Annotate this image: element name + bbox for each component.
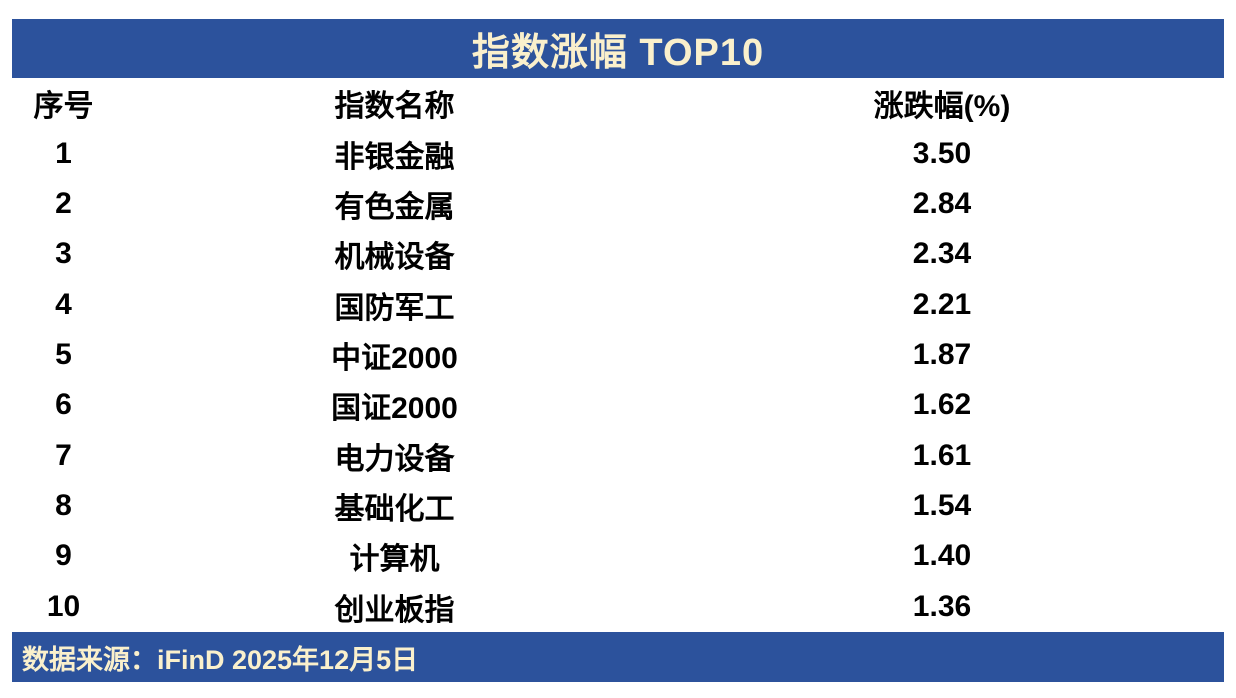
- title-bar: 指数涨幅 TOP10: [12, 19, 1224, 78]
- index-name-cell: 基础化工: [334, 493, 455, 527]
- rank-cell: 2: [55, 186, 72, 220]
- index-name-cell: 计算机: [349, 543, 440, 577]
- table-header-row: 序号 指数名称 涨跌幅(%): [0, 78, 1222, 128]
- column-header-rank: 序号: [33, 90, 94, 124]
- column-header-index-name: 指数名称: [334, 90, 455, 124]
- rank-cell: 1: [55, 136, 72, 170]
- table-row: 4 国防军工 2.21: [0, 279, 1222, 329]
- index-name-cell: 国防军工: [334, 291, 455, 325]
- change-cell: 1.54: [912, 489, 972, 523]
- table-row: 8 基础化工 1.54: [0, 481, 1222, 531]
- index-name-cell: 中证2000: [331, 341, 458, 375]
- change-cell: 1.61: [912, 438, 972, 472]
- rank-cell: 8: [55, 489, 72, 523]
- table-row: 9 计算机 1.40: [0, 531, 1222, 581]
- table-row: 3 机械设备 2.34: [0, 229, 1222, 279]
- page-title: 指数涨幅 TOP10: [471, 32, 765, 74]
- index-name-cell: 非银金融: [334, 140, 455, 174]
- change-cell: 1.40: [912, 539, 972, 573]
- rank-cell: 7: [55, 438, 72, 472]
- table-row: 2 有色金属 2.84: [0, 179, 1222, 229]
- index-name-cell: 机械设备: [334, 241, 455, 275]
- footer-bar: 数据来源：iFinD 2025年12月5日: [12, 632, 1224, 682]
- change-cell: 2.34: [912, 237, 972, 271]
- column-header-change-pct: 涨跌幅(%): [873, 90, 1011, 124]
- change-cell: 1.62: [912, 388, 972, 422]
- data-source-note: 数据来源：iFinD 2025年12月5日: [22, 644, 419, 675]
- table-row: 6 国证2000 1.62: [0, 380, 1222, 430]
- index-name-cell: 有色金属: [334, 190, 455, 224]
- index-name-cell: 国证2000: [331, 392, 458, 426]
- table-row: 10 创业板指 1.36: [0, 582, 1222, 632]
- rank-cell: 10: [46, 589, 81, 623]
- table-row: 7 电力设备 1.61: [0, 431, 1222, 481]
- change-cell: 2.84: [912, 186, 972, 220]
- table-row: 1 非银金融 3.50: [0, 128, 1222, 178]
- index-name-cell: 创业板指: [334, 593, 455, 627]
- change-cell: 1.87: [912, 337, 972, 371]
- rank-cell: 9: [55, 539, 72, 573]
- rank-cell: 3: [55, 237, 72, 271]
- change-cell: 1.36: [912, 589, 972, 623]
- change-cell: 3.50: [912, 136, 972, 170]
- change-cell: 2.21: [912, 287, 972, 321]
- rank-cell: 5: [55, 337, 72, 371]
- rank-cell: 4: [55, 287, 72, 321]
- index-gains-table: 序号 指数名称 涨跌幅(%) 1 非银金融 3.50 2 有色金属 2.84 3…: [0, 78, 1236, 632]
- rank-cell: 6: [55, 388, 72, 422]
- table-row: 5 中证2000 1.87: [0, 330, 1222, 380]
- index-name-cell: 电力设备: [334, 442, 455, 476]
